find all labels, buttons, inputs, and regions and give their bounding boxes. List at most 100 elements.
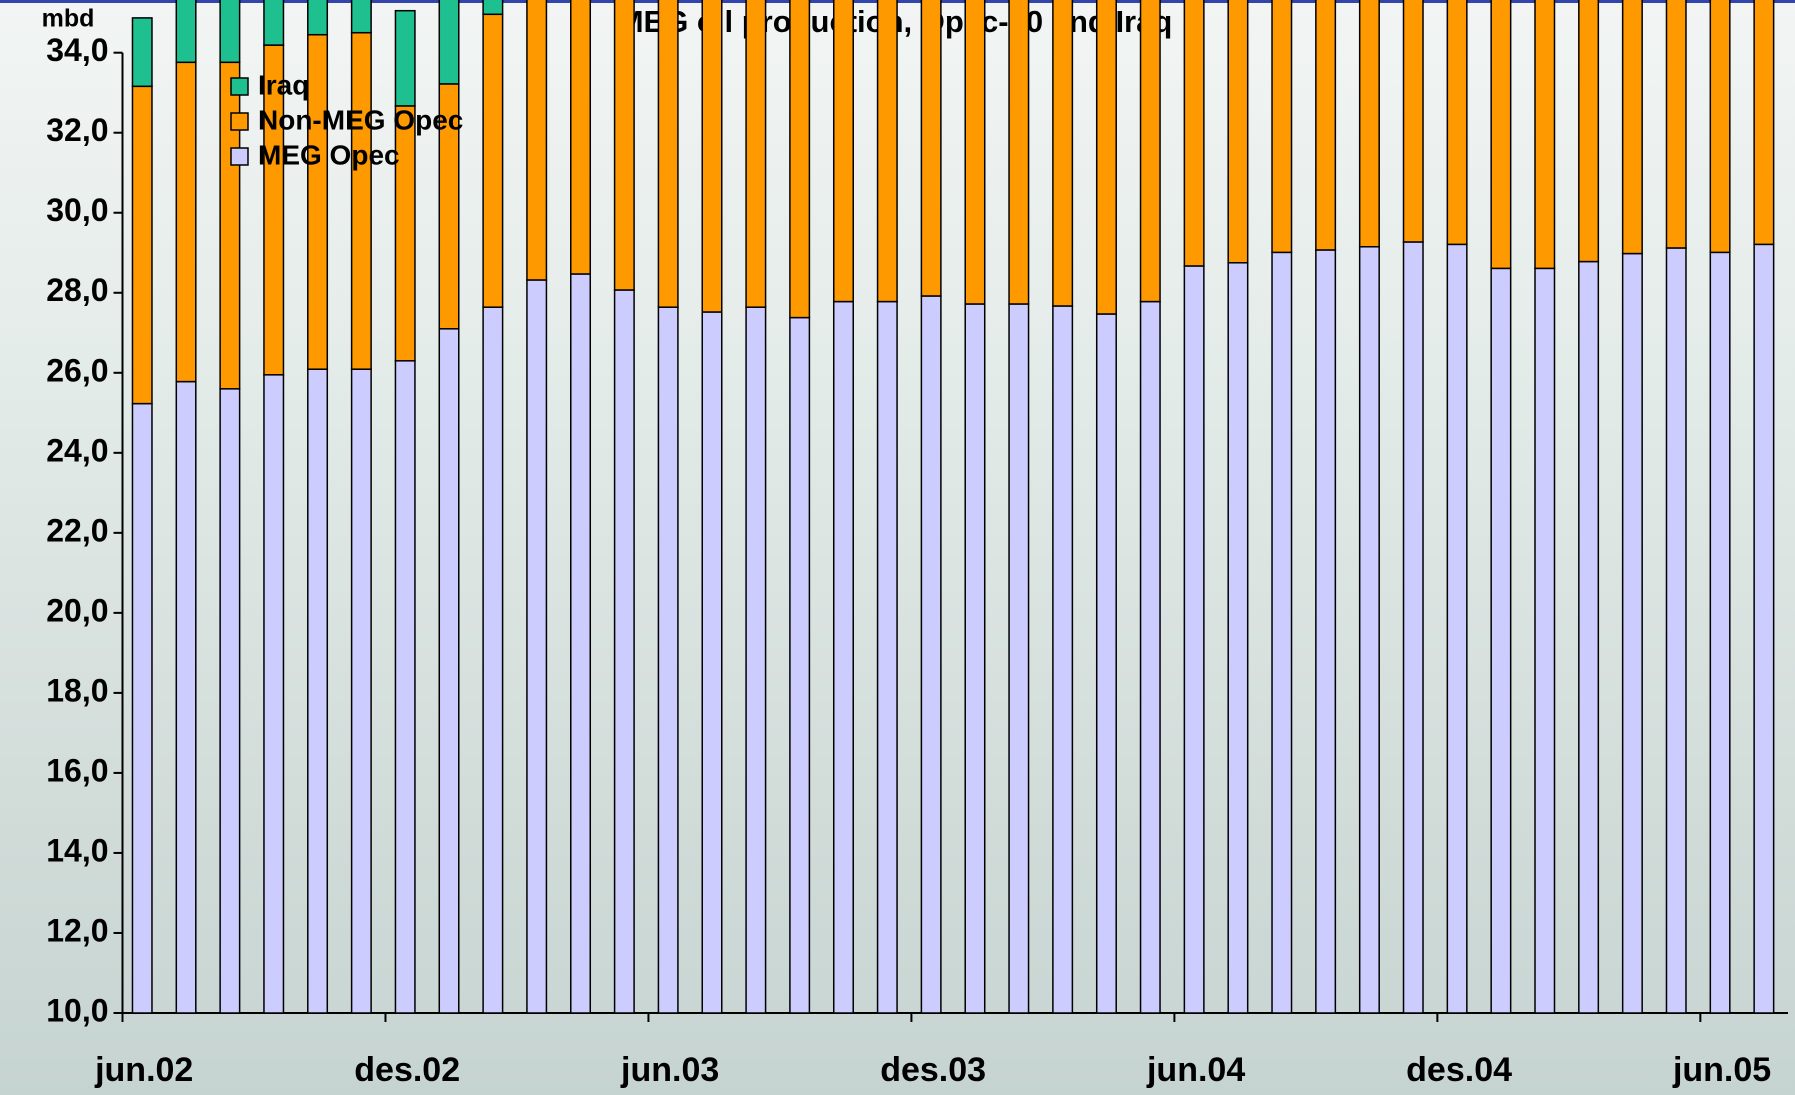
bar-segment: [439, 329, 459, 1013]
bar-segment: [1097, 0, 1117, 314]
bar-segment: [1360, 0, 1380, 247]
y-tick-label: 34,0: [46, 32, 108, 68]
x-tick-label: jun.02: [94, 1051, 193, 1089]
bar-segment: [1535, 268, 1555, 1013]
y-tick-label: 20,0: [46, 592, 108, 628]
bar-segment: [1272, 252, 1292, 1013]
bar-segment: [878, 302, 898, 1013]
bar-segment: [1491, 268, 1511, 1013]
bar-segment: [1579, 0, 1599, 262]
y-tick-label: 22,0: [46, 512, 108, 548]
bar-segment: [658, 0, 678, 307]
legend-label: Iraq: [258, 69, 309, 100]
y-tick-label: 18,0: [46, 672, 108, 708]
bar-segment: [1535, 0, 1555, 268]
x-tick-label: des.02: [354, 1051, 460, 1089]
bar-segment: [1491, 0, 1511, 268]
y-tick-label: 10,0: [46, 992, 108, 1028]
bar-segment: [220, 0, 240, 62]
bar-segment: [834, 0, 854, 302]
bar-segment: [834, 302, 854, 1013]
y-tick-label: 12,0: [46, 912, 108, 948]
bar-segment: [352, 0, 372, 33]
bar-segment: [615, 0, 635, 290]
bar-segment: [1097, 314, 1117, 1013]
bar-segment: [1009, 0, 1029, 304]
bar-segment: [965, 0, 985, 304]
x-tick-label: des.04: [1406, 1051, 1512, 1089]
bar-segment: [395, 361, 415, 1013]
legend-label: Non-MEG Opec: [258, 104, 463, 135]
bar-segment: [1360, 247, 1380, 1013]
bar-segment: [1754, 0, 1774, 244]
bar-segment: [1272, 0, 1292, 252]
bar-segment: [439, 0, 459, 84]
bar-segment: [132, 404, 152, 1013]
bar-segment: [878, 0, 898, 302]
bar-segment: [352, 33, 372, 370]
bar-segment: [571, 274, 591, 1013]
bar-segment: [615, 290, 635, 1013]
bar-segment: [1141, 0, 1161, 302]
y-axis-label: mbd: [42, 5, 95, 33]
bar-segment: [308, 0, 328, 35]
y-tick-label: 24,0: [46, 432, 108, 468]
bar-segment: [1623, 254, 1643, 1013]
bar-segment: [395, 11, 415, 106]
bar-segment: [1447, 0, 1467, 244]
bar-segment: [746, 0, 766, 307]
legend-label: MEG Opec: [258, 139, 400, 170]
bar-segment: [921, 296, 941, 1013]
bar-segment: [1404, 242, 1424, 1013]
bar-segment: [790, 0, 810, 318]
bar-segment: [176, 0, 196, 62]
bar-segment: [132, 18, 152, 86]
bar-segment: [1623, 0, 1643, 254]
bar-segment: [1447, 244, 1467, 1013]
bar-segment: [1184, 0, 1204, 266]
bar-segment: [1710, 0, 1730, 252]
bar-segment: [1053, 306, 1073, 1013]
y-tick-label: 16,0: [46, 752, 108, 788]
bar-segment: [220, 389, 240, 1013]
bar-segment: [1666, 0, 1686, 248]
bar-segment: [1228, 263, 1248, 1013]
page: MEG oil production, Opec-10 and Iraq mbd…: [0, 0, 1795, 1095]
bar-segment: [965, 304, 985, 1013]
x-tick-label: jun.04: [1146, 1051, 1245, 1089]
bar-segment: [483, 14, 503, 307]
bar-segment: [176, 62, 196, 381]
bar-segment: [1316, 0, 1336, 250]
legend-swatch: [231, 78, 248, 95]
bar-segment: [308, 35, 328, 370]
bar-segment: [483, 307, 503, 1013]
y-tick-label: 28,0: [46, 272, 108, 308]
y-tick-label: 14,0: [46, 832, 108, 868]
bar-segment: [702, 0, 722, 312]
bar-segment: [1053, 0, 1073, 306]
bar-segment: [1754, 244, 1774, 1013]
bar-segment: [176, 382, 196, 1013]
legend-swatch: [231, 113, 248, 130]
bar-segment: [1404, 0, 1424, 242]
bar-segment: [132, 86, 152, 403]
x-tick-label: jun.03: [620, 1051, 719, 1089]
bar-segment: [527, 0, 547, 280]
bar-segment: [1009, 304, 1029, 1013]
bar-segment: [527, 280, 547, 1013]
x-tick-label: des.03: [880, 1051, 986, 1089]
bar-segment: [1666, 248, 1686, 1013]
y-tick-label: 32,0: [46, 112, 108, 148]
bar-segment: [352, 369, 372, 1013]
y-tick-label: 26,0: [46, 352, 108, 388]
legend-swatch: [231, 148, 248, 165]
bar-segment: [1141, 302, 1161, 1013]
bar-segment: [308, 369, 328, 1013]
bar-segment: [702, 312, 722, 1013]
bar-segment: [1316, 250, 1336, 1013]
bar-segment: [746, 307, 766, 1013]
chart: MEG oil production, Opec-10 and Iraq mbd…: [0, 0, 1795, 1095]
bar-segment: [264, 0, 284, 45]
bar-segment: [921, 0, 941, 296]
bar-segment: [658, 307, 678, 1013]
